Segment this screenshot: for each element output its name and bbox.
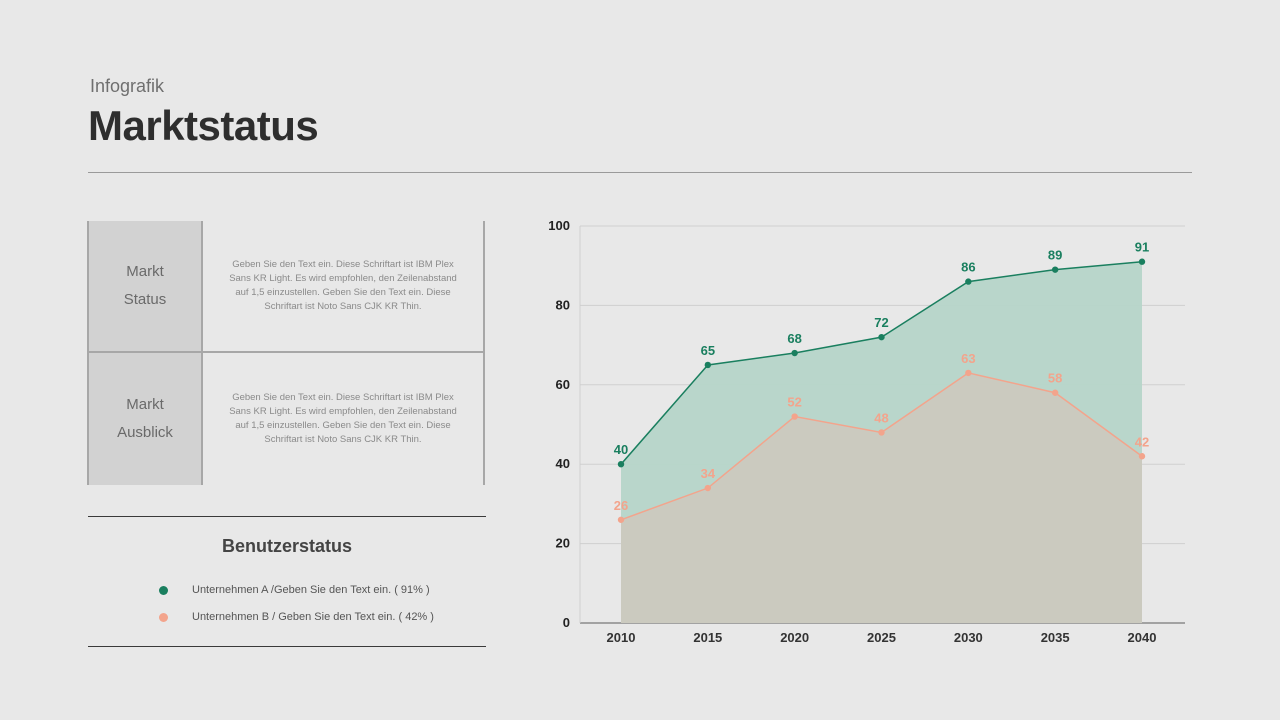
data-point-1 <box>1138 258 1146 265</box>
data-label-2: 52 <box>787 395 801 410</box>
y-tick-label: 40 <box>556 456 570 471</box>
data-point-2 <box>965 369 972 377</box>
data-label-1: 65 <box>701 343 715 358</box>
x-tick-label: 2040 <box>1128 630 1157 645</box>
data-label-1: 86 <box>961 260 975 275</box>
data-point-2 <box>791 413 798 420</box>
info-row-status: Markt Status Geben Sie den Text ein. Die… <box>89 221 483 353</box>
x-tick-label: 2010 <box>607 630 636 645</box>
data-point-2 <box>1051 389 1059 396</box>
data-label-2: 34 <box>701 466 716 481</box>
legend-dot-b-icon <box>159 612 168 622</box>
legend-text-a: Unternehmen A /Geben Sie den Text ein. (… <box>192 584 430 596</box>
x-tick-label: 2020 <box>780 630 809 645</box>
data-label-1: 89 <box>1048 248 1062 263</box>
data-label-1: 68 <box>787 331 801 346</box>
data-point-1 <box>965 278 972 285</box>
legend-title: Benutzerstatus <box>221 536 353 556</box>
info-text-status: Geben Sie den Text ein. Diese Schriftart… <box>229 259 457 312</box>
legend-text-b: Unternehmen B / Geben Sie den Text ein. … <box>192 611 434 623</box>
legend-item-b: Unternehmen B / Geben Sie den Text ein. … <box>159 611 434 623</box>
legend-top-divider <box>88 516 486 517</box>
data-label-2: 63 <box>961 351 975 366</box>
page-title: Marktstatus <box>88 102 319 149</box>
legend-dot-a-icon <box>159 585 168 595</box>
info-label-line1: Markt <box>126 263 164 280</box>
info-label-outlook: Markt Ausblick <box>89 353 203 485</box>
info-label-status: Markt Status <box>89 221 203 351</box>
data-label-2: 26 <box>614 498 628 513</box>
info-label-line2: Ausblick <box>117 424 173 441</box>
data-label-1: 72 <box>874 315 888 330</box>
data-point-2 <box>617 516 625 523</box>
legend-item-a: Unternehmen A /Geben Sie den Text ein. (… <box>159 584 430 596</box>
data-point-1 <box>617 461 625 468</box>
x-tick-label: 2025 <box>867 630 896 645</box>
info-text-outlook: Geben Sie den Text ein. Diese Schriftart… <box>229 392 457 445</box>
data-label-1: 40 <box>614 442 628 457</box>
x-tick-label: 2030 <box>954 630 983 645</box>
data-label-1: 91 <box>1135 240 1149 255</box>
y-tick-label: 0 <box>563 615 570 630</box>
y-tick-label: 100 <box>548 218 570 233</box>
data-point-1 <box>791 349 798 357</box>
data-point-1 <box>704 361 712 369</box>
info-label-line2: Status <box>123 291 167 308</box>
legend-bottom-divider <box>88 646 486 647</box>
x-tick-label: 2015 <box>693 630 722 645</box>
info-label-line1: Markt <box>126 396 164 413</box>
info-row-outlook: Markt Ausblick Geben Sie den Text ein. D… <box>89 353 483 485</box>
data-point-2 <box>878 429 885 436</box>
y-tick-label: 60 <box>556 377 570 392</box>
series-area-2 <box>621 372 1142 623</box>
data-point-1 <box>1051 266 1059 273</box>
data-label-2: 42 <box>1135 434 1149 449</box>
info-table: Markt Status Geben Sie den Text ein. Die… <box>87 221 485 485</box>
data-label-2: 58 <box>1048 371 1062 386</box>
data-label-2: 48 <box>874 410 888 425</box>
y-tick-label: 20 <box>556 536 570 551</box>
x-tick-label: 2035 <box>1041 630 1070 645</box>
data-point-2 <box>704 484 712 492</box>
page-subtitle: Infografik <box>90 76 165 96</box>
data-point-1 <box>878 333 885 341</box>
header-divider <box>88 172 1192 173</box>
y-tick-label: 80 <box>556 297 570 312</box>
data-point-2 <box>1138 453 1146 460</box>
